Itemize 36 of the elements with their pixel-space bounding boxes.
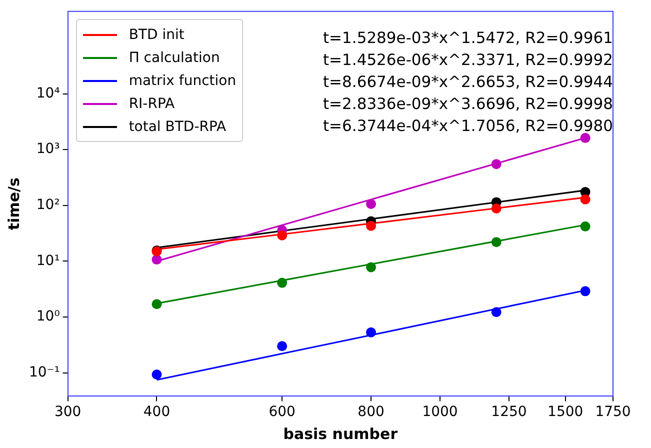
annotation: t=8.6674e-09*x^2.6653, R2=0.9944	[322, 72, 613, 93]
x-axis-title: basis number	[283, 424, 398, 443]
y-tick-label: 10⁴	[36, 85, 60, 102]
annotation: t=1.5289e-03*x^1.5472, R2=0.9961	[322, 28, 613, 49]
x-tick-label: 400	[143, 404, 170, 420]
legend-label: Π calculation	[128, 50, 220, 66]
legend-label: BTD init	[128, 26, 184, 43]
legend-label: total BTD-RPA	[128, 118, 226, 135]
annotation: t=2.8336e-09*x^3.6696, R2=0.9998	[322, 94, 613, 115]
legend-label: RI-RPA	[128, 96, 175, 112]
y-tick-label: 10¹	[36, 252, 60, 269]
point	[366, 220, 376, 231]
point	[366, 262, 376, 272]
y-tick-label: 10²	[36, 197, 60, 214]
x-tick-label: 300	[54, 404, 82, 420]
y-tick-label: 10⁰	[36, 308, 60, 325]
x-tick-label: 1250	[491, 404, 527, 420]
x-tick-label: 600	[268, 404, 296, 420]
point	[152, 299, 162, 310]
point	[366, 198, 376, 209]
annotation: t=1.4526e-06*x^2.3371, R2=0.9992	[322, 50, 613, 71]
x-tick-label: 1000	[422, 404, 458, 420]
y-tick-label: 10³	[36, 141, 60, 158]
point	[366, 327, 376, 338]
y-axis-title: time/s	[4, 177, 23, 230]
x-tick-label: 1750	[595, 404, 631, 420]
x-tick-label: 1500	[548, 404, 584, 420]
point	[580, 221, 590, 232]
point	[580, 286, 590, 296]
legend-label: matrix function	[128, 72, 236, 89]
point	[580, 132, 590, 143]
point	[580, 194, 590, 204]
y-tick-label: 10⁻¹	[28, 364, 60, 380]
annotation: t=6.3744e-04*x^1.7056, R2=0.9980	[322, 116, 613, 137]
point	[152, 370, 162, 380]
x-tick-label: 800	[358, 404, 384, 420]
